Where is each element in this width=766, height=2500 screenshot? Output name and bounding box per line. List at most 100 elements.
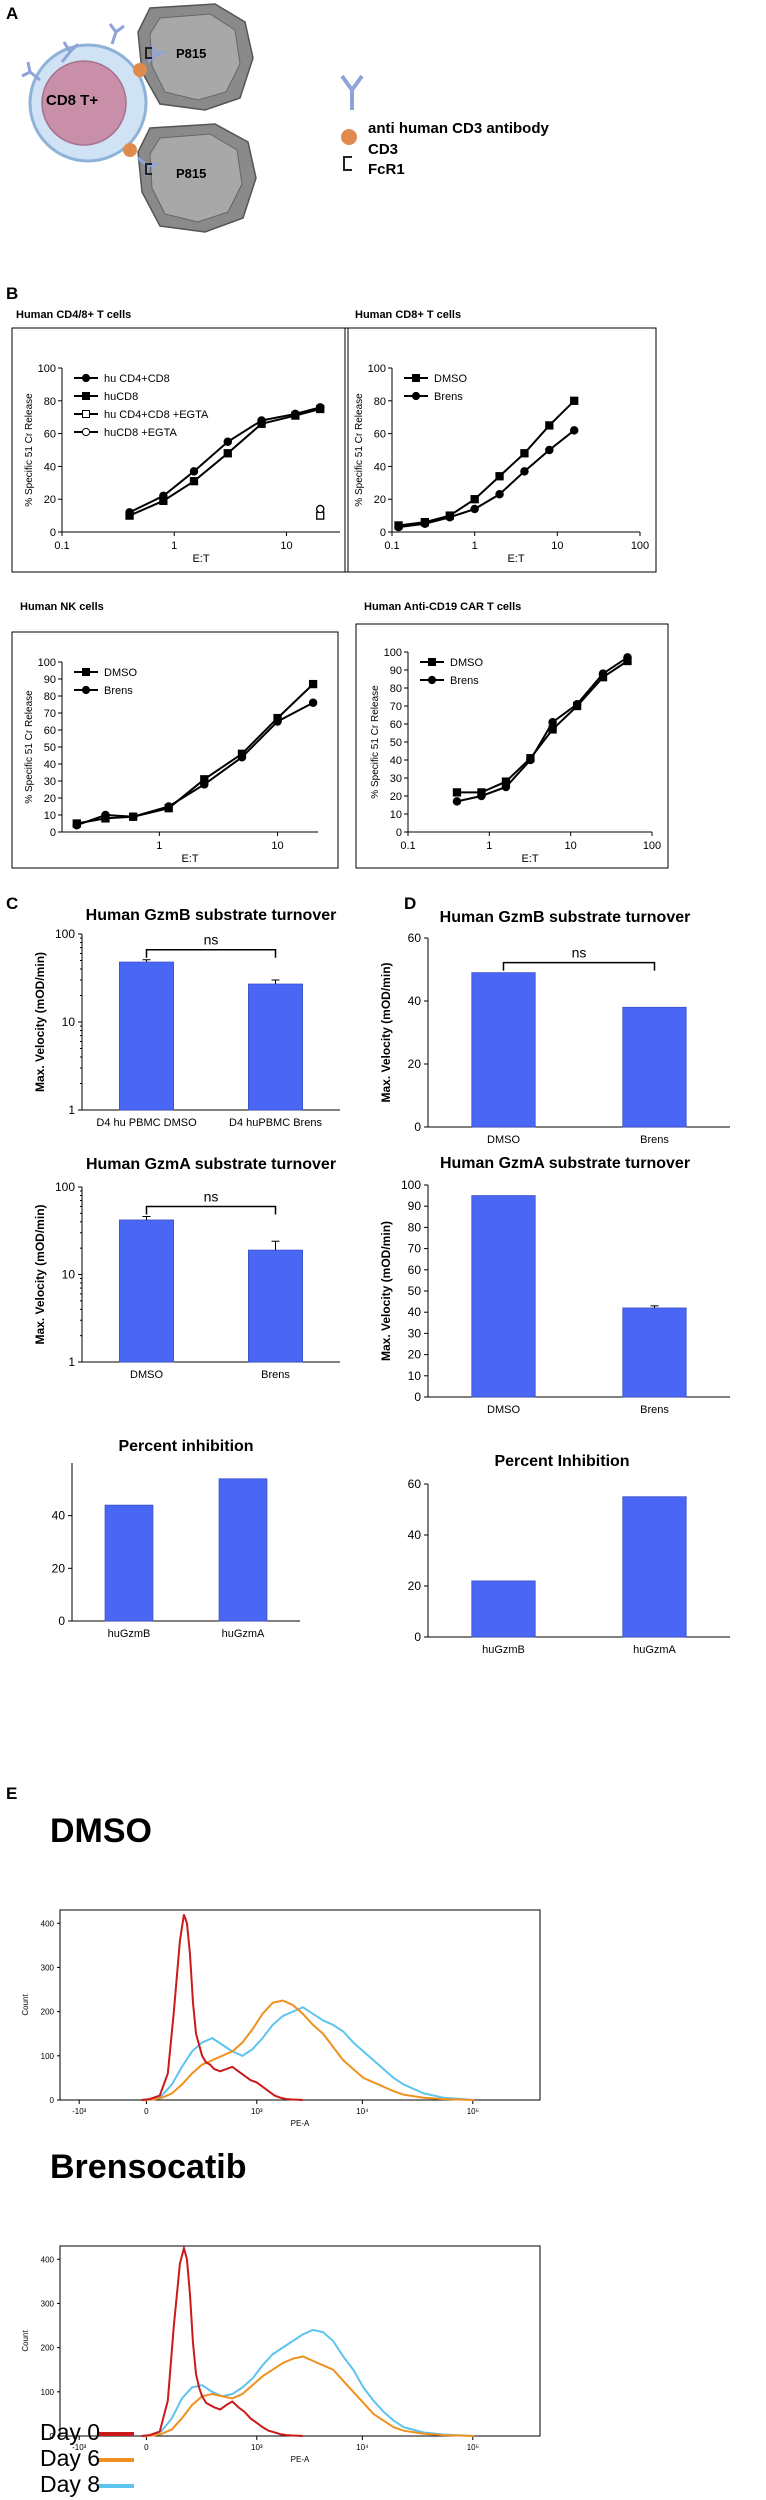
cd3-dot-1 [133,63,147,77]
c1-title: Human GzmB substrate turnover [86,907,337,924]
b4-point [623,653,632,662]
b3-frame [11,631,339,869]
b1-frame [11,327,349,573]
b3-series-line-0 [76,683,314,825]
e1-xlabel: PE-A [291,2119,310,2128]
b4-ytick-label: 30 [390,773,402,785]
b1-point [316,404,325,414]
d2-bar-1 [622,1307,687,1398]
b3-point [128,812,138,821]
b2-point [545,445,554,455]
b4-legend-marker [427,675,437,685]
d1-ytick-label: 60 [408,931,422,945]
b2-ytick-label: 60 [374,429,386,441]
b4-point [452,788,462,797]
b4-xlabel: E:T [521,853,538,865]
fcr-bracket-2 [145,163,152,175]
d2-ytick-label: 100 [401,1178,421,1192]
c3-category-label: huGzmB [108,1628,151,1640]
b3-legend-label: Brens [104,685,133,697]
b2-point [470,495,479,504]
b3-point [72,820,82,830]
b1-legend-marker [81,427,91,437]
b2-point [420,519,430,529]
c1-ylabel: Max. Velocity (mOD/min) [33,952,47,1092]
b4-title: Human Anti-CD19 CAR T cells [364,601,521,613]
b4-point [452,797,462,806]
e2-xtick-label: 10³ [251,2443,263,2452]
e2-hist-day8 [141,2328,475,2437]
c3-title: Percent inhibition [118,1438,253,1455]
e2-xlabel: PE-A [291,2455,310,2464]
b1-xtick-label: 10 [280,540,292,552]
b1-series-line-0 [129,406,321,514]
b4-ytick-label: 10 [390,809,402,821]
c1-ytick-label: 1 [68,1103,75,1117]
b2-legend-label: DMSO [434,373,467,385]
e1-xtick-label: -10³ [72,2107,87,2116]
b2-legend-marker [412,374,420,382]
e2-ytick-label: 300 [41,2299,55,2308]
antibody-2 [108,23,125,45]
b1-ylabel: % Specific 51 Cr Release [24,393,35,507]
d2-ytick-label: 50 [408,1284,422,1298]
d1-category-label: Brens [640,1134,669,1146]
b1-point [223,449,232,458]
b2-point [445,512,455,522]
b4-legend-marker [428,658,436,666]
c3-bar-1 [218,1478,268,1622]
cd3-dot-2 [123,143,137,157]
e1-ytick-label: 100 [41,2052,55,2061]
b1-xlabel: E:T [192,553,209,565]
e2-title: Brensocatib [50,2148,247,2186]
b2-point [520,449,529,458]
c2-bar-1 [248,1249,303,1363]
d2-category-label: Brens [640,1404,669,1416]
e1-ytick-label: 400 [41,1919,55,1928]
b2-series-line-0 [398,400,575,527]
b3-ytick-label: 30 [44,776,56,788]
antibody-1 [60,41,80,63]
c3-ytick-label: 0 [58,1614,65,1628]
c2-ytick-label: 10 [62,1268,76,1282]
d2-ytick-label: 0 [414,1390,421,1404]
b4-ytick-label: 50 [390,737,402,749]
d1-ytick-label: 0 [414,1120,421,1134]
d3-bar-1 [622,1496,687,1638]
d3-title: Percent Inhibition [494,1453,629,1470]
b4-xtick-label: 100 [643,840,661,852]
b2-point [495,490,504,499]
c3-bar-0 [104,1504,154,1622]
c1-sig-bracket [145,948,277,958]
b2-point [545,421,554,430]
legend-label-day0: Day 0 [40,2419,101,2445]
e1-title: DMSO [50,1812,152,1850]
b4-xtick-label: 1 [486,840,492,852]
e1-xtick-label: 10⁴ [356,2107,369,2116]
b2-ytick-label: 80 [374,396,386,408]
schematic-diagram [21,3,364,233]
e2-ylabel: Count [21,2330,30,2352]
b3-ytick-label: 40 [44,759,56,771]
e1-frame [59,1909,541,2101]
d2-ytick-label: 20 [408,1348,422,1362]
d3-category-label: huGzmB [482,1644,525,1656]
d2-ytick-label: 70 [408,1242,422,1256]
b4-point [501,782,511,792]
b2-ylabel: % Specific 51 Cr Release [354,393,365,507]
fcr-bracket-1 [145,47,152,59]
b1-title: Human CD4/8+ T cells [16,309,131,321]
b2-ytick-label: 40 [374,461,386,473]
panel-letter-b: B [6,284,19,303]
b4-ytick-label: 40 [390,755,402,767]
e2-xtick-label: -10³ [72,2443,87,2452]
b1-point [189,467,199,476]
d2-ytick-label: 60 [408,1263,422,1277]
b1-legend-marker [82,392,90,400]
e1-xtick-label: 10⁵ [467,2107,479,2116]
e2-hist-day0 [141,2244,303,2437]
b3-xtick-label: 10 [271,840,283,852]
b3-ytick-label: 10 [44,810,56,822]
b1-ytick-label: 100 [38,363,56,375]
b1-legend-label: hu CD4+CD8 [104,373,170,385]
